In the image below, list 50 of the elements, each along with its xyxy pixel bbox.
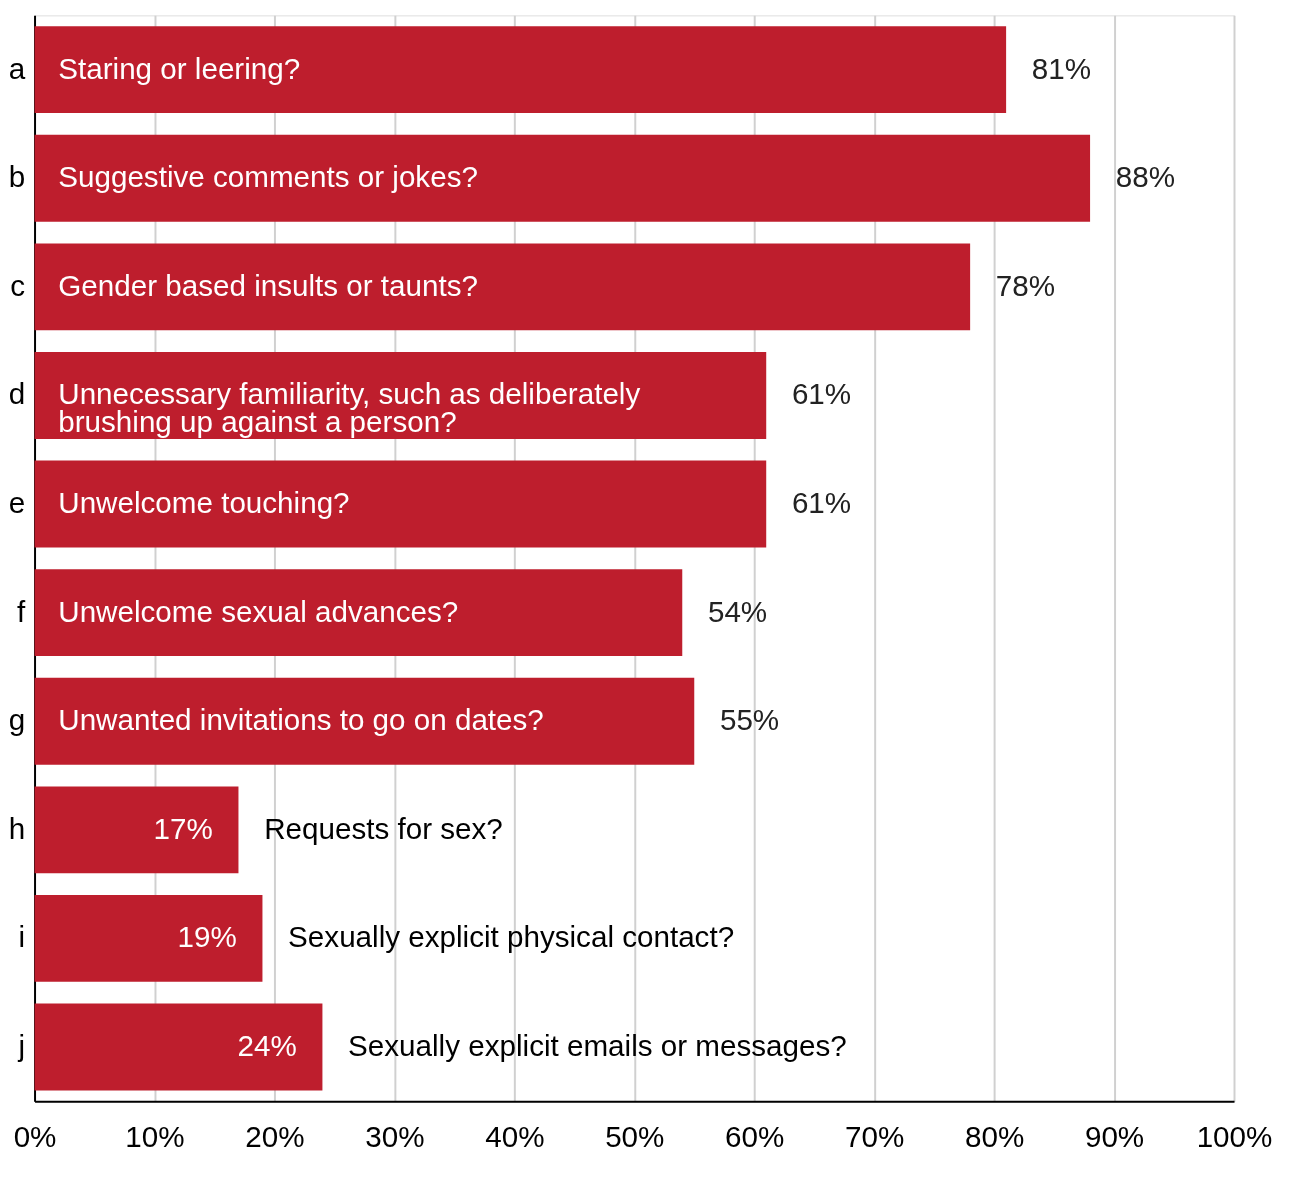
- annotation: Gender based insults or taunts?: [58, 268, 478, 302]
- bar: [34, 1003, 323, 1091]
- y-tick-label: g: [8, 703, 26, 737]
- y-tick-label: j: [17, 1028, 26, 1062]
- data-label: 17%: [153, 811, 213, 845]
- y-tick-label: c: [10, 268, 26, 302]
- y-tick-label: e: [8, 485, 26, 519]
- x-tick-label: 30%: [365, 1120, 425, 1154]
- y-tick-label: a: [8, 51, 26, 85]
- annotation: Unwelcome sexual advances?: [58, 594, 459, 628]
- x-tick-label: 70%: [845, 1120, 905, 1154]
- data-label: 81%: [1031, 51, 1092, 85]
- x-tick-label: 90%: [1084, 1120, 1145, 1154]
- bar: [34, 26, 1007, 114]
- bar: [34, 243, 971, 331]
- x-tick-label: 40%: [485, 1120, 545, 1154]
- annotation: Unwanted invitations to go on dates?: [58, 703, 544, 737]
- annotation: Suggestive comments or jokes?: [58, 160, 478, 194]
- bar: [34, 460, 767, 548]
- x-tick-label: 80%: [964, 1120, 1025, 1154]
- data-label: 88%: [1115, 160, 1176, 194]
- annotation: Staring or leering?: [58, 51, 301, 85]
- bar: [34, 677, 695, 765]
- annotation: Sexually explicit physical contact?: [288, 920, 735, 954]
- data-label: 61%: [791, 485, 852, 519]
- annotation: Requests for sex?: [264, 811, 503, 845]
- x-tick-label: 0%: [13, 1120, 57, 1154]
- annotation: Unnecessary familiarity, such as deliberately brushing up against a person?: [58, 377, 641, 438]
- data-label: 19%: [177, 920, 237, 954]
- y-tick-label: f: [16, 594, 26, 628]
- data-label: 61%: [791, 377, 852, 411]
- x-tick-label: 100%: [1196, 1120, 1273, 1154]
- bar: [34, 894, 263, 982]
- data-label: 54%: [707, 594, 768, 628]
- y-tick-label: d: [8, 377, 26, 411]
- data-label: 24%: [237, 1028, 297, 1062]
- data-label: 55%: [719, 703, 780, 737]
- bar: [34, 786, 239, 874]
- x-tick-label: 50%: [605, 1120, 665, 1154]
- data-label: 78%: [995, 268, 1056, 302]
- x-tick-label: 60%: [725, 1120, 785, 1154]
- y-tick-label: h: [8, 811, 26, 845]
- annotation: Sexually explicit emails or messages?: [348, 1028, 847, 1062]
- x-tick-label: 10%: [125, 1120, 185, 1154]
- x-tick-label: 20%: [245, 1120, 305, 1154]
- annotation: Unwelcome touching?: [58, 485, 350, 519]
- bar: [34, 134, 1091, 222]
- y-tick-label: b: [8, 160, 26, 194]
- y-tick-label: i: [18, 920, 26, 954]
- bar: [34, 569, 683, 657]
